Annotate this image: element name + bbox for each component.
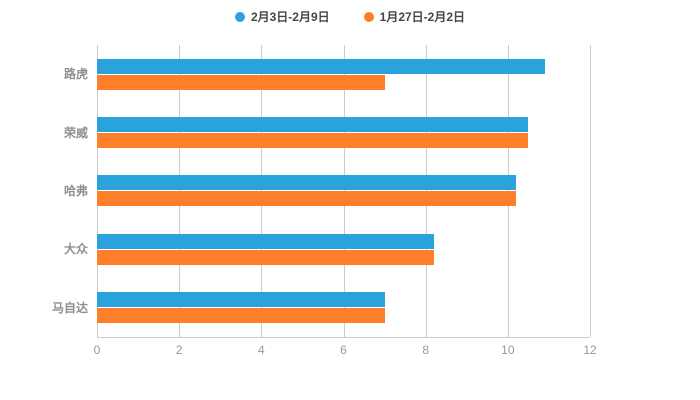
chart-legend: 2月3日-2月9日 1月27日-2月2日 xyxy=(0,8,700,25)
gridline xyxy=(590,45,591,337)
bar xyxy=(97,191,517,207)
x-tick-label: 0 xyxy=(93,343,101,357)
y-category-label: 荣威 xyxy=(63,125,88,140)
gridline xyxy=(507,45,509,337)
bar xyxy=(97,292,385,308)
y-category-label: 哈弗 xyxy=(63,183,88,198)
bar-group xyxy=(97,58,590,90)
bar-group xyxy=(97,233,590,265)
legend-item-series1[interactable]: 2月3日-2月9日 xyxy=(234,8,330,25)
y-axis-labels: 路虎荣威哈弗大众马自达 xyxy=(0,45,88,337)
bar xyxy=(97,74,385,90)
x-tick-label: 4 xyxy=(257,343,265,357)
gridline xyxy=(425,45,427,337)
bar-rows xyxy=(97,45,590,337)
gridline xyxy=(97,45,98,337)
bar-group xyxy=(97,117,590,149)
legend-dot-orange-icon xyxy=(363,11,374,22)
y-category-label: 路虎 xyxy=(63,67,88,82)
bar-group xyxy=(97,175,590,207)
bar xyxy=(97,249,434,265)
plot-area xyxy=(97,45,591,338)
legend-label-series1: 2月3日-2月9日 xyxy=(250,10,330,24)
legend-dot-blue-icon xyxy=(234,11,245,22)
gridline xyxy=(179,45,181,337)
y-category-label: 大众 xyxy=(63,242,88,257)
x-tick-label: 8 xyxy=(422,343,429,357)
x-axis-labels: 0 2 4 6 8 10 12 xyxy=(93,343,597,360)
bar xyxy=(97,133,529,149)
bar-group xyxy=(97,292,590,324)
legend-label-series2: 1月27日-2月2日 xyxy=(379,10,466,24)
bar xyxy=(97,117,529,133)
x-tick-label: 12 xyxy=(583,343,597,357)
legend-item-series2[interactable]: 1月27日-2月2日 xyxy=(363,8,466,25)
y-category-label: 马自达 xyxy=(51,300,88,315)
bar xyxy=(97,58,545,74)
x-tick-label: 10 xyxy=(501,343,515,357)
gridline xyxy=(343,45,345,337)
bar xyxy=(97,308,385,324)
x-tick-label: 2 xyxy=(175,343,183,357)
gridline xyxy=(261,45,263,337)
bar xyxy=(97,233,434,249)
x-tick-label: 6 xyxy=(340,343,347,357)
bar xyxy=(97,175,517,191)
